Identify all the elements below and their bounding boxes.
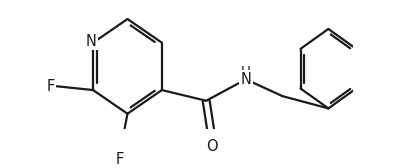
Text: H: H: [241, 65, 251, 78]
Text: N: N: [85, 34, 96, 49]
Text: O: O: [206, 139, 218, 154]
Text: F: F: [116, 152, 124, 167]
Text: F: F: [46, 79, 54, 94]
Text: N: N: [240, 72, 251, 87]
